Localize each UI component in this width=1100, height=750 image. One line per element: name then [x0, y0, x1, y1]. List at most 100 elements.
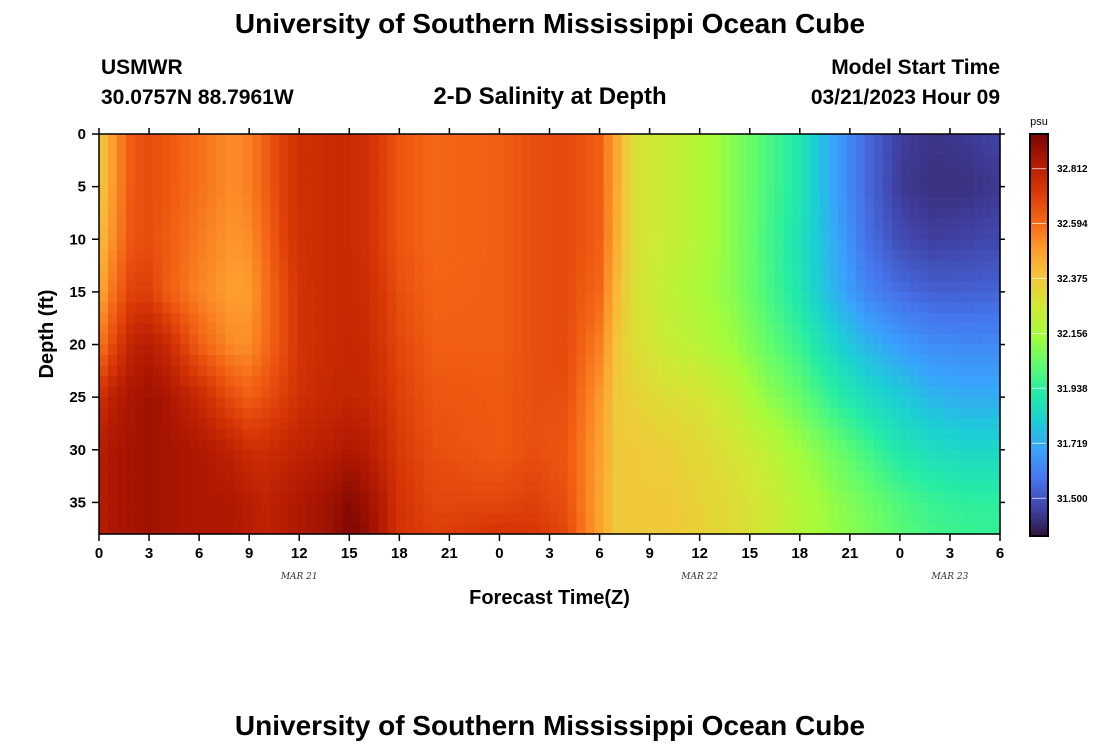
heatmap-cell	[990, 176, 1001, 188]
heatmap-cell	[684, 260, 695, 272]
date-label: MAR 23	[931, 572, 969, 582]
heatmap-cell	[423, 428, 433, 440]
heatmap-cell	[891, 144, 902, 156]
heatmap-cell	[882, 470, 893, 482]
heatmap-cell	[378, 386, 388, 398]
heatmap-cell	[540, 239, 551, 251]
heatmap-cell	[315, 291, 325, 304]
heatmap-cell	[522, 502, 533, 514]
heatmap-cell	[909, 260, 920, 272]
heatmap-cell	[738, 439, 749, 451]
heatmap-cell	[801, 312, 812, 325]
heatmap-cell	[855, 491, 866, 504]
heatmap-cell	[630, 270, 641, 282]
heatmap-cell	[612, 260, 623, 272]
heatmap-cell	[927, 407, 938, 419]
heatmap-cell	[279, 176, 289, 188]
heatmap-cell	[342, 323, 352, 335]
heatmap-cell	[675, 207, 686, 219]
heatmap-cell	[252, 134, 262, 146]
heatmap-cell	[459, 460, 470, 472]
heatmap-cell	[189, 176, 199, 188]
heatmap-cell	[162, 218, 172, 230]
heatmap-cell	[927, 281, 938, 293]
heatmap-cell	[387, 512, 397, 525]
heatmap-cell	[882, 502, 893, 514]
heatmap-cell	[576, 144, 587, 156]
heatmap-cell	[666, 155, 677, 167]
heatmap-cell	[342, 460, 352, 472]
heatmap-cell	[666, 481, 677, 493]
heatmap-cell	[954, 260, 965, 272]
x-tick-label: 21	[841, 545, 858, 562]
heatmap-cell	[648, 270, 659, 282]
heatmap-cell	[144, 281, 154, 293]
heatmap-cell	[486, 365, 497, 377]
heatmap-cell	[954, 407, 965, 419]
heatmap-cell	[513, 418, 524, 430]
heatmap-cell	[396, 218, 406, 230]
heatmap-cell	[351, 155, 361, 167]
heatmap-cell	[630, 260, 641, 272]
heatmap-cell	[315, 502, 325, 514]
heatmap-cell	[405, 334, 415, 346]
heatmap-cell	[801, 481, 812, 493]
heatmap-cell	[603, 144, 614, 156]
heatmap-cell	[180, 312, 190, 325]
heatmap-cell	[288, 155, 298, 167]
heatmap-cell	[396, 197, 406, 209]
heatmap-cell	[711, 249, 722, 261]
heatmap-cell	[162, 355, 172, 367]
heatmap-cell	[702, 470, 713, 482]
heatmap-cell	[117, 407, 127, 419]
heatmap-cell	[252, 355, 262, 367]
heatmap-cell	[378, 302, 388, 314]
heatmap-cell	[540, 291, 551, 304]
heatmap-cell	[783, 281, 794, 293]
heatmap-cell	[153, 312, 163, 325]
heatmap-cell	[342, 334, 352, 346]
heatmap-cell	[378, 323, 388, 335]
heatmap-cell	[612, 428, 623, 440]
heatmap-cell	[513, 323, 524, 335]
heatmap-cell	[630, 291, 641, 304]
y-axis-title: Depth (ft)	[36, 290, 58, 379]
heatmap-cell	[441, 260, 451, 272]
heatmap-cell	[135, 249, 145, 261]
heatmap-cell	[630, 407, 641, 419]
heatmap-cell	[855, 207, 866, 219]
heatmap-cell	[144, 407, 154, 419]
heatmap-cell	[891, 312, 902, 325]
heatmap-cell	[396, 376, 406, 388]
heatmap-cell	[513, 228, 524, 240]
heatmap-cell	[864, 481, 875, 493]
heatmap-cell	[792, 481, 803, 493]
heatmap-cell	[459, 481, 470, 493]
heatmap-cell	[855, 186, 866, 198]
heatmap-cell	[477, 439, 488, 451]
heatmap-cell	[144, 460, 154, 472]
heatmap-cell	[819, 144, 830, 156]
heatmap-cell	[567, 460, 578, 472]
heatmap-cell	[603, 218, 614, 230]
heatmap-cell	[819, 334, 830, 346]
heatmap-cell	[765, 365, 776, 377]
heatmap-cell	[108, 523, 118, 535]
heatmap-cell	[135, 323, 145, 335]
heatmap-cell	[558, 460, 569, 472]
heatmap-cell	[621, 186, 632, 198]
heatmap-cell	[441, 186, 451, 198]
heatmap-cell	[540, 449, 551, 461]
heatmap-cell	[558, 439, 569, 451]
heatmap-cell	[621, 491, 632, 504]
heatmap-cell	[837, 418, 848, 430]
heatmap-cell	[675, 439, 686, 451]
heatmap-cell	[261, 228, 271, 240]
heatmap-cell	[567, 491, 578, 504]
heatmap-cell	[477, 502, 488, 514]
heatmap-cell	[450, 155, 460, 167]
heatmap-cell	[360, 270, 370, 282]
heatmap-cell	[171, 165, 181, 177]
heatmap-cell	[360, 239, 370, 251]
heatmap-cell	[297, 312, 307, 325]
